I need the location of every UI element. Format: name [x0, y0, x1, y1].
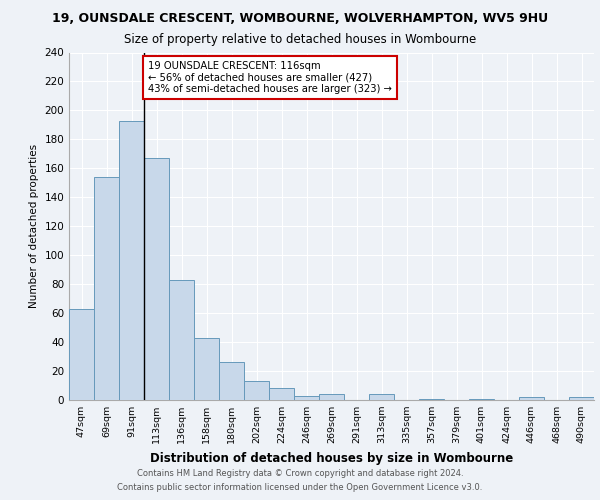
Bar [169, 280, 194, 400]
Bar [569, 397, 594, 400]
Bar [119, 120, 144, 400]
Bar [269, 388, 294, 400]
Bar [469, 398, 494, 400]
Bar [369, 394, 394, 400]
Bar [419, 398, 444, 400]
Bar [294, 396, 319, 400]
Bar [319, 394, 344, 400]
Bar [519, 397, 544, 400]
X-axis label: Distribution of detached houses by size in Wombourne: Distribution of detached houses by size … [150, 452, 513, 464]
Bar [69, 309, 94, 400]
Bar [219, 362, 244, 400]
Text: 19 OUNSDALE CRESCENT: 116sqm
← 56% of detached houses are smaller (427)
43% of s: 19 OUNSDALE CRESCENT: 116sqm ← 56% of de… [148, 61, 392, 94]
Text: Contains public sector information licensed under the Open Government Licence v3: Contains public sector information licen… [118, 484, 482, 492]
Bar [144, 158, 169, 400]
Text: 19, OUNSDALE CRESCENT, WOMBOURNE, WOLVERHAMPTON, WV5 9HU: 19, OUNSDALE CRESCENT, WOMBOURNE, WOLVER… [52, 12, 548, 26]
Text: Contains HM Land Registry data © Crown copyright and database right 2024.: Contains HM Land Registry data © Crown c… [137, 468, 463, 477]
Bar [94, 177, 119, 400]
Bar [194, 338, 219, 400]
Bar [244, 381, 269, 400]
Text: Size of property relative to detached houses in Wombourne: Size of property relative to detached ho… [124, 32, 476, 46]
Y-axis label: Number of detached properties: Number of detached properties [29, 144, 39, 308]
